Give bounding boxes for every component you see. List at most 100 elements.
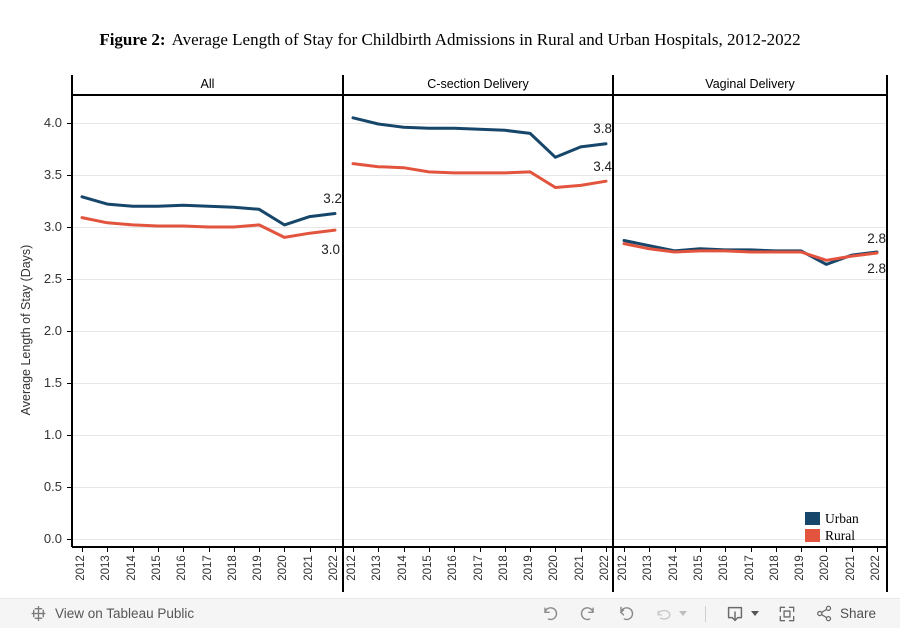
- x-tick-mark: [208, 548, 210, 552]
- y-tick-label: 2.0: [43, 323, 62, 338]
- gridline: [73, 331, 886, 332]
- x-tick-label-2013: 2013: [642, 555, 655, 581]
- y-tick-mark: [67, 383, 72, 384]
- toolbar-separator: [704, 605, 706, 622]
- x-tick-mark: [826, 548, 828, 552]
- x-tick-label-2012: 2012: [346, 555, 358, 581]
- x-tick-label-2019: 2019: [794, 555, 807, 581]
- gridline: [73, 487, 886, 488]
- legend-item-rural[interactable]: Rural: [805, 527, 859, 544]
- tableau-toolbar: View on Tableau Public: [0, 598, 900, 628]
- tableau-logo-icon: [31, 606, 46, 621]
- x-tick-mark: [82, 548, 83, 552]
- x-tick-mark: [750, 548, 752, 552]
- urban-line-vaginal-delivery[interactable]: [622, 239, 879, 266]
- x-tick-mark: [775, 548, 777, 552]
- y-tick-mark: [67, 539, 72, 540]
- gridline: [73, 175, 886, 176]
- x-tick-label-2015: 2015: [692, 555, 705, 581]
- y-tick-mark: [67, 487, 72, 488]
- download-caret-icon: [750, 611, 759, 616]
- plot-right-border: [886, 75, 888, 592]
- refresh-caret-icon: [678, 611, 687, 616]
- share-label: Share: [839, 606, 876, 621]
- x-tick-label-2015: 2015: [421, 555, 434, 581]
- urban-line-all[interactable]: [80, 195, 337, 227]
- y-tick-label: 0.5: [43, 479, 62, 494]
- replay-button[interactable]: [616, 604, 636, 624]
- fullscreen-button[interactable]: [777, 604, 797, 624]
- x-tick-mark: [335, 548, 336, 552]
- x-tick-label-2012: 2012: [617, 555, 629, 581]
- refresh-button[interactable]: [654, 604, 687, 624]
- view-on-tableau-public-label: View on Tableau Public: [55, 606, 195, 621]
- panel-header-csection: C-section Delivery: [427, 77, 529, 91]
- x-tick-mark: [403, 548, 405, 552]
- y-tick-mark: [67, 227, 72, 228]
- x-tick-mark: [877, 548, 878, 552]
- x-tick-label-2012: 2012: [75, 555, 87, 581]
- share-icon: [817, 605, 832, 622]
- fullscreen-icon: [779, 606, 795, 621]
- x-tick-label-2017: 2017: [201, 555, 214, 581]
- x-tick-label-2014: 2014: [125, 555, 138, 581]
- x-tick-label-2020: 2020: [548, 555, 561, 581]
- x-tick-mark: [378, 548, 380, 552]
- y-tick-mark: [67, 123, 72, 124]
- x-tick-label-2018: 2018: [226, 555, 239, 581]
- header-underline: [72, 94, 888, 96]
- x-tick-label-2022: 2022: [328, 555, 340, 581]
- x-tick-mark: [504, 548, 506, 552]
- y-tick-label: 3.0: [43, 219, 62, 234]
- x-tick-mark: [851, 548, 853, 552]
- x-tick-mark: [183, 548, 185, 552]
- x-tick-label-2017: 2017: [743, 555, 756, 581]
- panel-divider-2: [612, 75, 614, 592]
- x-tick-label-2015: 2015: [150, 555, 163, 581]
- figure-title-prefix: Figure 2:: [99, 30, 166, 49]
- x-tick-mark: [555, 548, 557, 552]
- redo-icon: [580, 606, 594, 620]
- end-label-csection-urban: 3.8: [593, 121, 612, 136]
- legend-item-urban[interactable]: Urban: [805, 510, 859, 527]
- view-on-tableau-public[interactable]: View on Tableau Public: [30, 605, 194, 622]
- undo-icon: [544, 606, 558, 620]
- rural-line-vaginal-delivery[interactable]: [622, 242, 879, 262]
- panel-header-vaginal: Vaginal Delivery: [705, 77, 795, 91]
- x-tick-label-2014: 2014: [396, 555, 409, 581]
- y-tick-label: 2.5: [43, 271, 62, 286]
- panel-divider-1: [342, 75, 344, 592]
- x-tick-label-2022: 2022: [870, 555, 882, 581]
- undo-button[interactable]: [540, 604, 560, 624]
- x-tick-label-2020: 2020: [819, 555, 832, 581]
- x-tick-label-2017: 2017: [472, 555, 485, 581]
- legend: Urban Rural: [805, 510, 859, 544]
- x-tick-mark: [699, 548, 701, 552]
- end-label-vaginal-rural: 2.8: [867, 261, 886, 276]
- x-tick-label-2016: 2016: [447, 555, 460, 581]
- urban-swatch: [805, 512, 820, 525]
- refresh-icon: [657, 609, 671, 620]
- x-tick-label-2018: 2018: [768, 555, 781, 581]
- y-tick-label: 4.0: [43, 115, 62, 130]
- x-tick-mark: [353, 548, 354, 552]
- share-button[interactable]: Share: [815, 604, 876, 623]
- x-tick-label-2013: 2013: [371, 555, 384, 581]
- figure-title: Figure 2: Average Length of Stay for Chil…: [0, 30, 900, 50]
- x-tick-mark: [801, 548, 803, 552]
- x-tick-label-2014: 2014: [667, 555, 680, 581]
- x-tick-mark: [233, 548, 235, 552]
- x-tick-mark: [479, 548, 481, 552]
- redo-button[interactable]: [578, 604, 598, 624]
- y-tick-label: 3.5: [43, 167, 62, 182]
- end-label-csection-rural: 3.4: [593, 159, 612, 174]
- x-tick-label-2019: 2019: [252, 555, 265, 581]
- x-tick-mark: [107, 548, 109, 552]
- y-tick-mark: [67, 175, 72, 176]
- x-tick-mark: [674, 548, 676, 552]
- x-tick-mark: [580, 548, 582, 552]
- download-button[interactable]: [724, 603, 759, 625]
- x-tick-mark: [606, 548, 607, 552]
- download-icon: [727, 606, 743, 621]
- y-tick-label: 0.0: [43, 531, 62, 546]
